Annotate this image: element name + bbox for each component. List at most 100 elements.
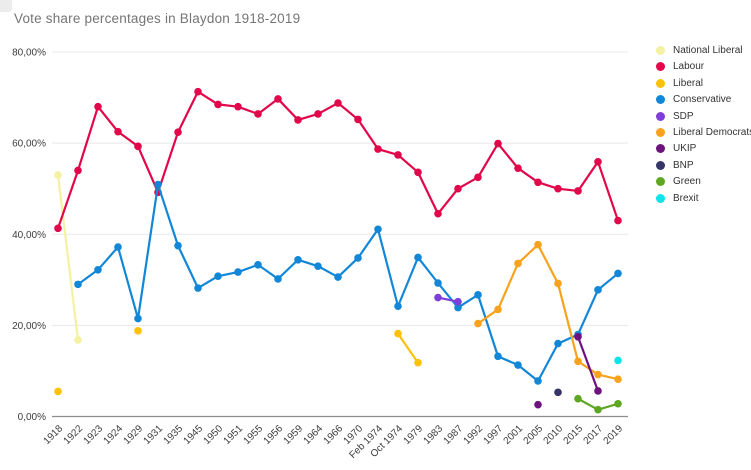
data-point (534, 240, 542, 249)
data-point (554, 279, 562, 288)
x-tick-label: 1992 (462, 423, 486, 447)
x-axis-tick-labels: 1918192219231924192919311935194519501951… (42, 423, 626, 461)
corner-fragment (0, 0, 12, 12)
data-point (454, 184, 462, 193)
data-point (494, 139, 502, 148)
data-point (594, 158, 602, 166)
series-liberal-democrats (474, 240, 622, 383)
data-point (454, 303, 462, 312)
series-sdp (434, 293, 462, 306)
data-point (274, 275, 282, 283)
x-tick-label: 1997 (482, 423, 506, 447)
data-point (614, 399, 622, 408)
data-point (374, 145, 382, 153)
data-point (334, 273, 342, 281)
data-point (414, 253, 422, 262)
data-point (234, 268, 242, 276)
data-point (434, 279, 442, 287)
legend-item-conservative: Conservative (656, 94, 751, 105)
x-tick-label: 1924 (102, 423, 126, 447)
data-point (334, 99, 342, 107)
data-point (594, 286, 602, 294)
x-tick-label: 2015 (562, 423, 586, 447)
data-point (514, 164, 522, 172)
data-point (294, 116, 302, 124)
data-point (114, 243, 122, 251)
data-point (574, 394, 582, 403)
data-point (194, 284, 202, 292)
legend-swatch-icon (656, 46, 665, 55)
legend-swatch-icon (656, 62, 665, 72)
series-green (574, 394, 622, 414)
legend-label: Green (673, 176, 701, 188)
legend-swatch-icon (656, 160, 665, 170)
series-conservative (74, 180, 622, 385)
x-tick-label: 1955 (242, 423, 266, 447)
data-point (294, 255, 302, 264)
data-point (234, 102, 242, 111)
legend-label: Brexit (673, 192, 699, 204)
data-point (174, 241, 182, 250)
legend-item-bnp: BNP (656, 160, 751, 171)
chart-title: Vote share percentages in Blaydon 1918-2… (14, 11, 301, 26)
x-tick-label: 1935 (162, 423, 186, 447)
data-point (474, 319, 482, 328)
data-point (214, 100, 222, 109)
data-point (214, 272, 222, 280)
legend-label: Liberal Democrats (673, 126, 751, 138)
data-point (254, 260, 262, 269)
x-tick-label: 1979 (402, 423, 426, 447)
data-point (514, 259, 522, 268)
data-point (94, 265, 102, 274)
data-point (554, 388, 562, 397)
data-point (54, 171, 62, 179)
legend-label: Liberal (673, 77, 704, 89)
legend-item-labour: Labour (656, 61, 751, 72)
data-point (314, 110, 322, 118)
legend-item-green: Green (656, 176, 751, 187)
legend-label: Labour (673, 61, 705, 73)
data-point (54, 224, 62, 233)
data-point (434, 293, 442, 302)
data-point (354, 254, 362, 262)
x-tick-label: 1929 (122, 423, 146, 447)
series-brexit (614, 356, 622, 365)
data-point (394, 329, 402, 338)
x-tick-label: 1945 (182, 423, 206, 447)
x-tick-label: 1931 (142, 423, 166, 447)
series-ukip (534, 332, 602, 409)
data-point (414, 358, 422, 367)
gridlines (52, 51, 628, 418)
series-liberal (54, 327, 422, 396)
x-tick-label: 1983 (422, 423, 446, 447)
x-tick-label: 1987 (442, 423, 466, 447)
legend-swatch-icon (656, 193, 665, 203)
data-point (74, 166, 82, 175)
data-point (134, 327, 142, 335)
data-point (114, 127, 122, 136)
legend-swatch-icon (656, 127, 665, 137)
x-tick-label: 1959 (282, 423, 306, 447)
y-axis-tick-labels: 0,00% 20,00% 40,00% 60,00% 80,00% (12, 48, 46, 424)
x-tick-label: 1964 (302, 423, 326, 447)
legend-item-liberal-democrats: Liberal Democrats (656, 127, 751, 138)
data-point (594, 387, 602, 395)
x-tick-label: 2019 (602, 423, 626, 447)
legend-label: BNP (673, 159, 694, 171)
series-national-liberal (54, 171, 82, 344)
legend-label: UKIP (673, 143, 697, 155)
y-tick-label: 40,00% (12, 230, 46, 241)
series-line (76, 183, 620, 383)
legend-swatch-icon (656, 177, 665, 187)
data-point (94, 102, 102, 111)
series-line (396, 332, 420, 364)
data-point (434, 209, 442, 218)
data-point (454, 297, 462, 306)
data-point (394, 302, 402, 311)
data-point (614, 269, 622, 278)
x-tick-label: 1951 (222, 423, 246, 447)
data-point (554, 339, 562, 348)
legend-item-sdp: SDP (656, 111, 751, 122)
data-point (534, 377, 542, 385)
data-point (254, 110, 262, 118)
